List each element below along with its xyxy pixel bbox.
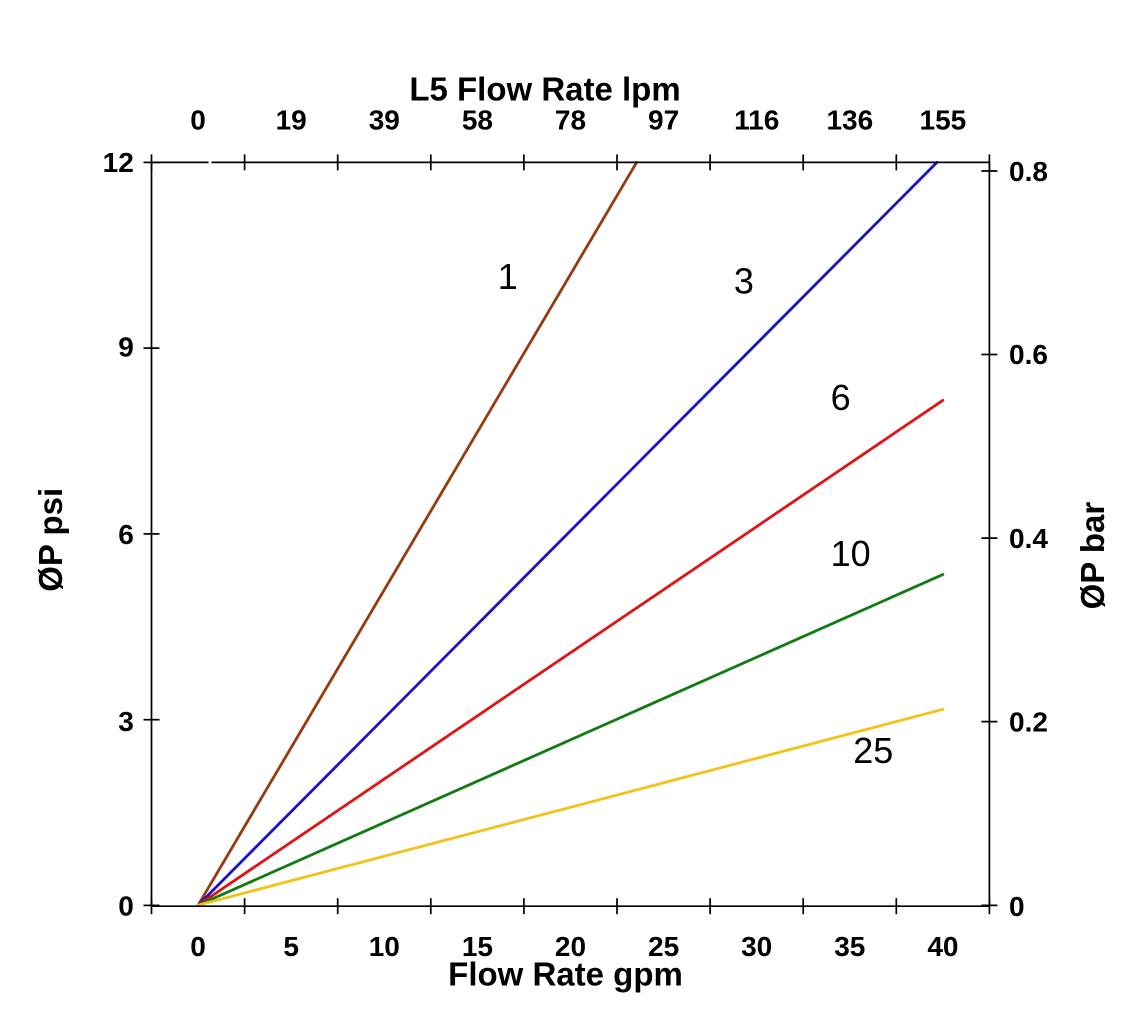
svg-text:3: 3 — [734, 261, 754, 302]
svg-text:97: 97 — [648, 105, 679, 136]
svg-text:58: 58 — [462, 105, 493, 136]
svg-text:39: 39 — [369, 105, 400, 136]
svg-text:0.2: 0.2 — [1009, 707, 1048, 738]
svg-text:ØP psi: ØP psi — [32, 488, 69, 592]
svg-text:10: 10 — [831, 533, 871, 574]
svg-text:10: 10 — [369, 931, 400, 962]
svg-text:35: 35 — [834, 931, 865, 962]
svg-text:6: 6 — [118, 519, 134, 550]
svg-text:0: 0 — [118, 891, 134, 922]
svg-text:Flow Rate gpm: Flow Rate gpm — [448, 956, 683, 993]
svg-text:30: 30 — [741, 931, 772, 962]
svg-text:136: 136 — [826, 105, 873, 136]
svg-text:0.8: 0.8 — [1009, 156, 1048, 187]
svg-text:0: 0 — [190, 931, 206, 962]
svg-text:0: 0 — [190, 105, 206, 136]
svg-text:1: 1 — [498, 256, 518, 297]
svg-text:15: 15 — [462, 931, 493, 962]
svg-text:3: 3 — [118, 706, 134, 737]
svg-text:0: 0 — [1009, 891, 1025, 922]
svg-text:0.6: 0.6 — [1009, 339, 1048, 370]
svg-text:ØP bar: ØP bar — [1074, 502, 1111, 610]
svg-text:9: 9 — [118, 332, 134, 363]
svg-text:0.4: 0.4 — [1009, 523, 1048, 554]
svg-text:L5 Flow Rate lpm: L5 Flow Rate lpm — [409, 71, 680, 108]
svg-text:155: 155 — [920, 105, 967, 136]
svg-text:116: 116 — [734, 105, 779, 136]
svg-text:25: 25 — [648, 931, 679, 962]
svg-text:19: 19 — [276, 105, 307, 136]
svg-text:5: 5 — [283, 931, 299, 962]
svg-text:78: 78 — [555, 105, 586, 136]
svg-text:6: 6 — [831, 377, 851, 418]
svg-text:12: 12 — [103, 147, 134, 178]
svg-text:20: 20 — [555, 931, 586, 962]
svg-text:25: 25 — [853, 730, 893, 771]
svg-text:40: 40 — [927, 931, 958, 962]
